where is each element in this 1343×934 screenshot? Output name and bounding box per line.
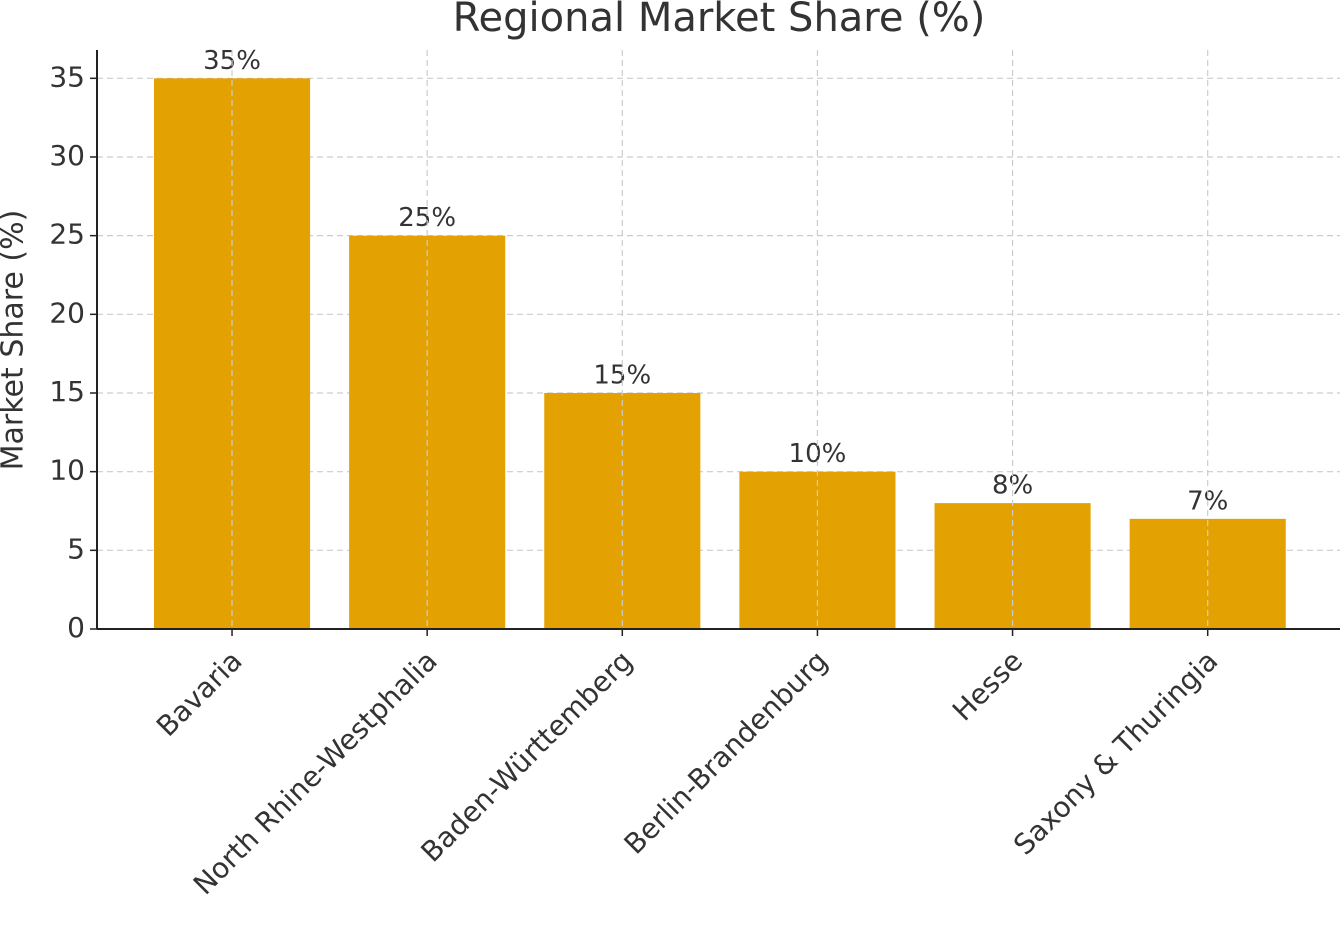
y-axis-label: Market Share (%) [0,210,31,471]
x-tick-label: Saxony & Thuringia [1007,644,1224,861]
x-tick-label: Baden-Württemberg [415,644,639,868]
y-tick-label: 15 [49,375,85,408]
y-tick-label: 30 [49,139,85,172]
value-label: 25% [398,203,456,233]
y-tick-label: 0 [67,611,85,644]
y-tick-label: 35 [49,60,85,93]
y-tick-label: 5 [67,532,85,565]
x-tick-label: Hesse [946,644,1029,727]
x-tick-label: Berlin-Brandenburg [618,644,834,860]
y-tick-label: 10 [49,454,85,487]
y-tick-label: 20 [49,296,85,329]
y-tick-label: 25 [49,218,85,251]
x-tick-label: Bavaria [150,644,249,743]
chart-title: Regional Market Share (%) [453,0,986,41]
